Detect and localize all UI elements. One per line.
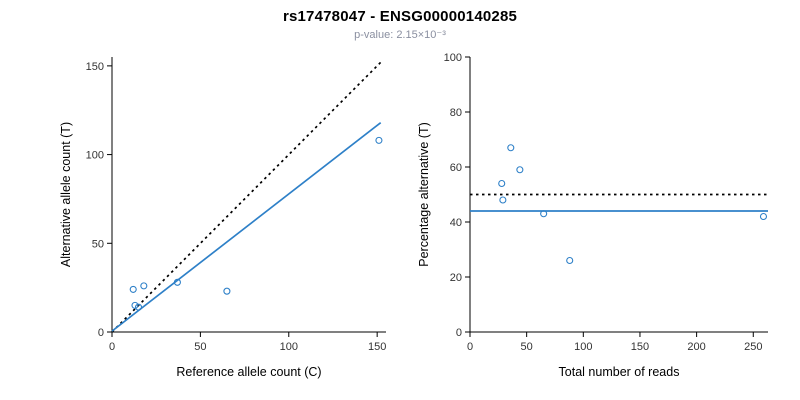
- x-axis-label: Reference allele count (C): [176, 365, 321, 379]
- x-tick-label: 100: [280, 341, 298, 353]
- x-tick-label: 250: [744, 341, 762, 353]
- data-point: [131, 301, 139, 309]
- data-point: [516, 166, 524, 174]
- y-axis-label: Percentage alternative (T): [417, 122, 431, 267]
- y-tick-label: 100: [444, 52, 462, 64]
- y-tick-label: 150: [86, 61, 104, 73]
- chart-subtitle: p-value: 2.15×10⁻³: [354, 29, 446, 41]
- x-axis-label: Total number of reads: [559, 365, 680, 379]
- x-tick-label: 0: [109, 341, 115, 353]
- data-point: [223, 287, 231, 295]
- y-tick-label: 0: [98, 327, 104, 339]
- data-point: [129, 285, 137, 293]
- y-tick-label: 60: [450, 162, 462, 174]
- x-tick-label: 150: [368, 341, 386, 353]
- y-tick-label: 100: [86, 150, 104, 162]
- x-tick-label: 200: [687, 341, 705, 353]
- data-point: [499, 196, 507, 204]
- data-point: [507, 144, 515, 152]
- y-tick-label: 20: [450, 272, 462, 284]
- x-tick-label: 150: [631, 341, 649, 353]
- x-tick-label: 50: [521, 341, 533, 353]
- chart-title: rs17478047 - ENSG00000140285: [282, 8, 518, 25]
- data-point: [173, 278, 181, 286]
- data-point: [140, 282, 148, 290]
- x-tick-label: 50: [194, 341, 206, 353]
- plots-row: 0 50 100 150 0 50 100 150 Reference allele count…: [0, 45, 800, 400]
- y-tick-label: 0: [456, 327, 462, 339]
- y-tick-label: 80: [450, 107, 462, 119]
- y-tick-label: 40: [450, 217, 462, 229]
- data-point: [540, 210, 548, 218]
- figure-header: rs17478047 - ENSG00000140285 p-value: 2.…: [0, 0, 800, 41]
- x-tick-label: 0: [467, 341, 473, 353]
- y-axis-label: Alternative allele count (T): [59, 122, 73, 267]
- right-scatter-plot: 0 50 100 150 200 250 0 20 40 60 80 100 Total number …: [417, 52, 768, 379]
- data-point: [759, 212, 768, 221]
- x-tick-label: 100: [574, 341, 592, 353]
- data-point: [498, 179, 506, 188]
- regression-line: [111, 121, 382, 332]
- identity-line: [111, 61, 382, 333]
- data-point: [566, 256, 574, 265]
- data-point: [375, 136, 383, 144]
- left-scatter-plot: 0 50 100 150 0 50 100 150 Reference allele count…: [59, 57, 386, 379]
- y-tick-label: 50: [92, 238, 104, 250]
- data-point: [134, 303, 143, 311]
